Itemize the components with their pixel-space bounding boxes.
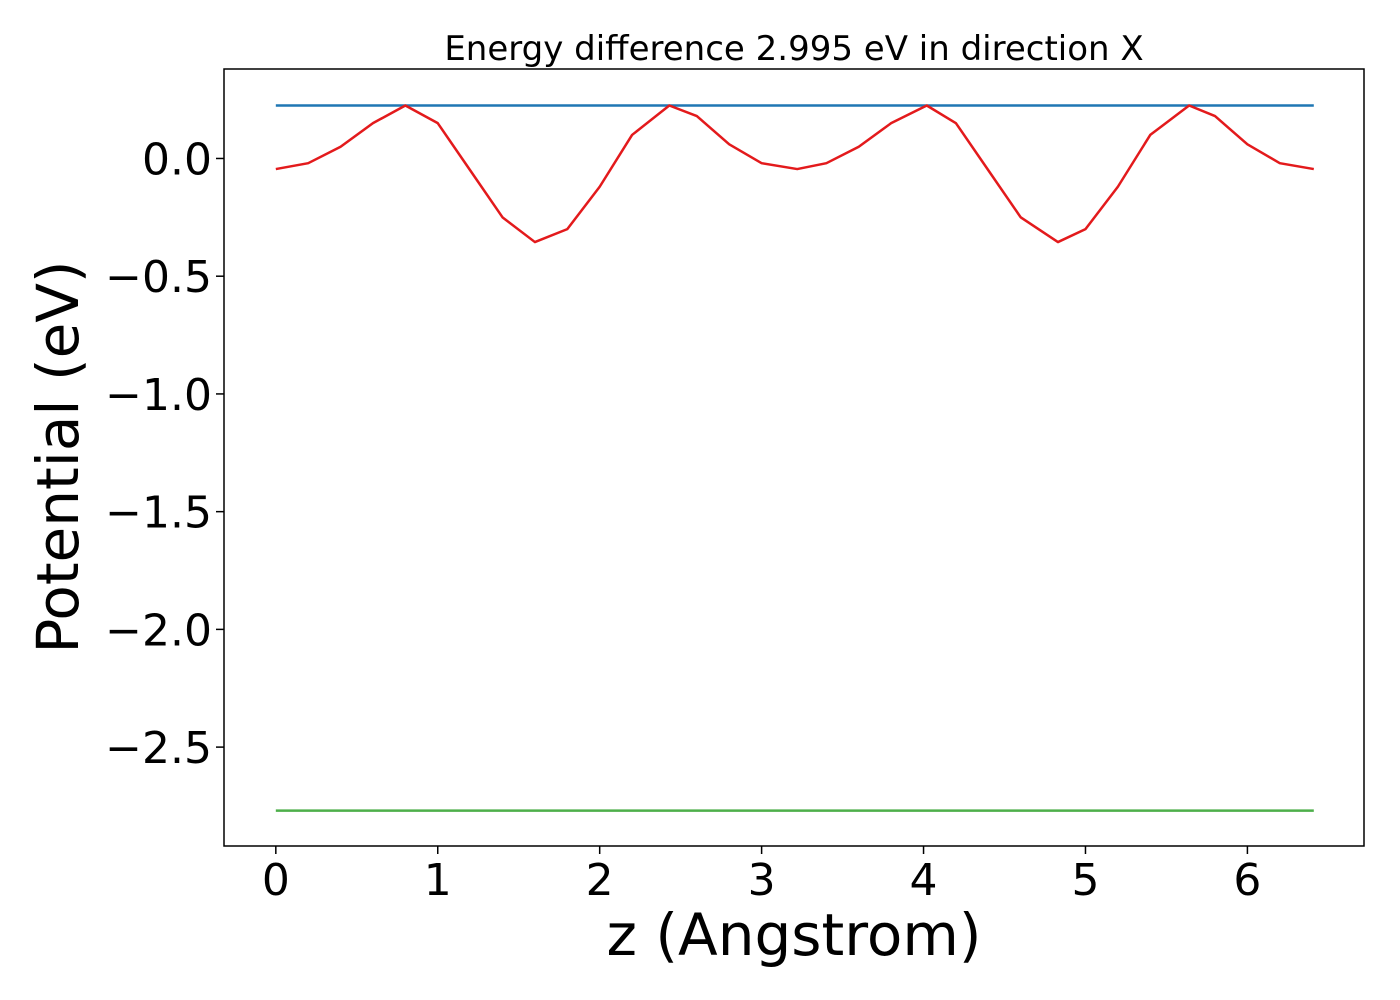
y-tick-label: 0.0 (142, 134, 212, 185)
x-tick-label: 1 (424, 855, 452, 906)
y-tick-label: −1.0 (105, 370, 212, 421)
y-tick-label: −2.0 (105, 605, 212, 656)
x-tick-label: 3 (748, 855, 776, 906)
plot-frame (223, 68, 1365, 847)
y-axis-label: Potential (eV) (24, 260, 92, 653)
y-tick-label: −1.5 (105, 488, 212, 539)
y-tick-label: −2.5 (105, 723, 212, 774)
x-tick-label: 5 (1071, 855, 1099, 906)
series-layer (275, 104, 1315, 812)
x-tick-label: 6 (1233, 855, 1261, 906)
y-axis-ticks: 0.0 −0.5 −1.0 −1.5 −2.0 −2.5 (105, 134, 224, 774)
series-line-1 (275, 104, 1315, 244)
x-tick-label: 2 (586, 855, 614, 906)
y-tick-label: −0.5 (105, 252, 212, 303)
x-tick-label: 4 (910, 855, 938, 906)
x-axis-label: z (Angstrom) (607, 901, 982, 969)
x-tick-label: 0 (262, 855, 290, 906)
chart-title: Energy difference 2.995 eV in direction … (444, 29, 1143, 69)
x-axis-ticks: 0 1 2 3 4 5 6 (262, 846, 1261, 906)
